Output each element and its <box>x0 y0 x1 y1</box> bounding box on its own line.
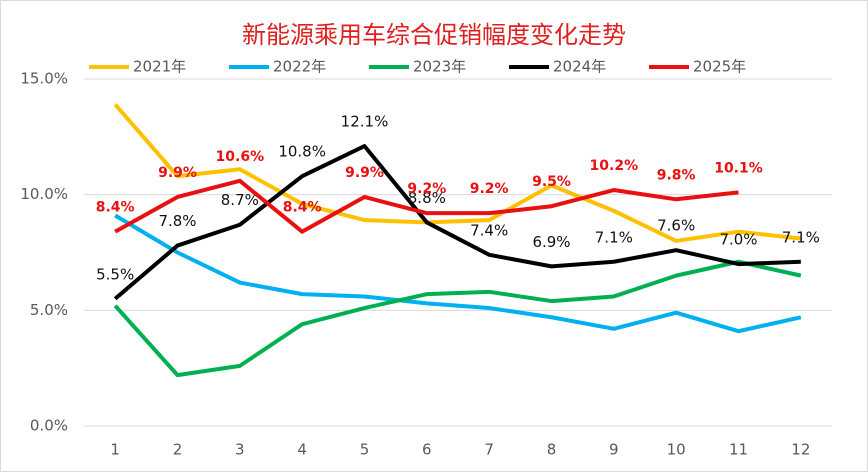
series-line <box>114 213 802 334</box>
data-label: 7.8% <box>158 212 196 230</box>
data-label: 7.4% <box>470 221 508 239</box>
x-tick-label: 3 <box>235 441 245 459</box>
series-line <box>113 103 802 243</box>
x-tick-label: 2 <box>173 441 183 459</box>
data-label: 8.7% <box>221 191 259 209</box>
x-tick-label: 11 <box>729 441 748 459</box>
data-label: 5.5% <box>96 265 134 283</box>
y-tick-label: 5.0% <box>30 301 68 319</box>
data-label: 8.4% <box>283 200 322 216</box>
data-label: 12.1% <box>341 113 389 131</box>
x-tick-label: 4 <box>297 441 307 459</box>
y-tick-label: 10.0% <box>20 185 68 203</box>
y-tick-label: 15.0% <box>20 70 68 88</box>
x-tick-label: 6 <box>422 441 432 459</box>
x-tick-label: 1 <box>110 441 120 459</box>
x-tick-label: 7 <box>484 441 494 459</box>
data-label: 10.2% <box>590 158 639 174</box>
x-tick-label: 12 <box>791 441 810 459</box>
x-tick-label: 5 <box>360 441 370 459</box>
legend-label: 2022年 <box>273 58 326 76</box>
x-tick-label: 8 <box>547 441 557 459</box>
x-tick-label: 9 <box>609 441 619 459</box>
legend-label: 2025年 <box>693 58 746 76</box>
data-label: 7.0% <box>719 231 757 249</box>
data-label: 10.1% <box>714 160 763 176</box>
data-label: 7.1% <box>595 228 633 246</box>
y-tick-label: 0.0% <box>30 417 68 435</box>
data-label: 9.5% <box>532 174 571 190</box>
legend-label: 2023年 <box>413 58 466 76</box>
data-label: 9.8% <box>657 167 696 183</box>
data-label: 7.1% <box>782 228 820 246</box>
data-label: 9.2% <box>470 181 509 197</box>
data-label: 6.9% <box>532 233 570 251</box>
x-tick-label: 10 <box>667 441 686 459</box>
series-line <box>113 259 802 378</box>
data-label: 9.2% <box>407 181 446 197</box>
data-label: 7.6% <box>657 217 695 235</box>
series-line <box>113 144 801 301</box>
data-label: 10.8% <box>278 143 326 161</box>
data-label: 8.4% <box>96 200 135 216</box>
data-label: 9.9% <box>158 165 197 181</box>
series-line <box>114 178 739 234</box>
data-label: 9.9% <box>345 165 384 181</box>
data-label: 10.6% <box>216 149 265 165</box>
data-label: 8.8% <box>408 189 446 207</box>
legend-label: 2024年 <box>553 58 606 76</box>
chart-title: 新能源乘用车综合促销幅度变化走势 <box>242 21 626 49</box>
legend-label: 2021年 <box>133 58 186 76</box>
